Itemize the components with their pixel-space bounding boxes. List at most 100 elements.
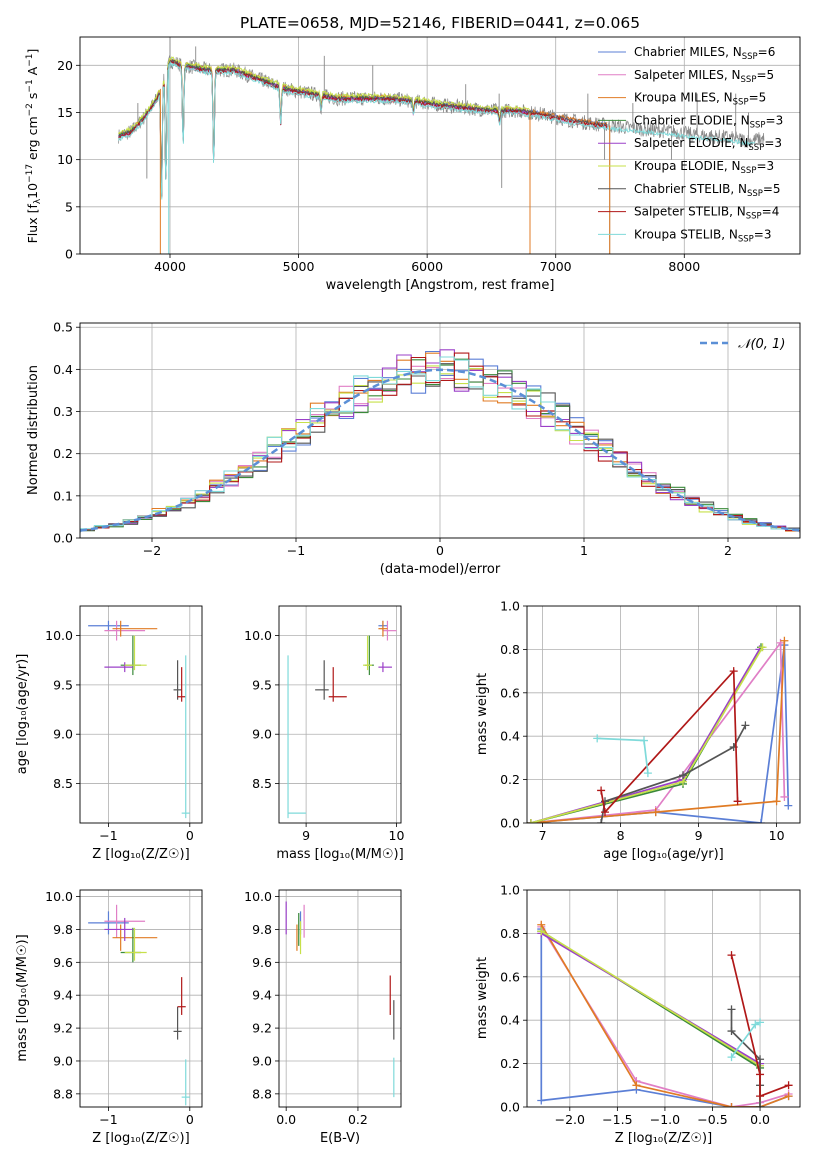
legend-sub: SSP [733, 98, 749, 108]
plot-area [527, 890, 800, 1107]
plot-area [80, 37, 800, 254]
legend-entry: Chabrier MILES, NSSP=6 [634, 45, 775, 62]
y-tick-label: 9.2 [53, 1021, 73, 1036]
y-axis-label: mass weight [475, 957, 490, 1039]
weight-marker-salpeter_stelib [756, 1092, 765, 1101]
y-label-part: erg cm [25, 116, 40, 164]
y-tick-label: 5 [65, 199, 73, 214]
y-tick-label: 10.0 [45, 628, 73, 643]
legend-tail: =3 [756, 159, 774, 173]
x-axis-label: E(B-V) [320, 1131, 360, 1146]
weight-marker-kroupa_miles [651, 808, 660, 817]
weight-marker-kroupa_miles [772, 797, 781, 806]
plot-area [527, 606, 800, 823]
panel-weight_vs_Z: −2.0 −1.5 −1.0 −0.5 0.0 0.0 0.2 0.4 0.6 0.8 1.0 Z [… [475, 883, 801, 1146]
weight-marker-kroupa_stelib [751, 1020, 760, 1029]
y-axis-label: age [log₁₀(age/yr)] [15, 654, 30, 775]
x-tick-label: 10 [769, 828, 785, 843]
x-tick-label: −1 [287, 543, 305, 558]
model-spectrum-chabrier_miles [118, 57, 608, 196]
x-tick-label: 0 [186, 828, 194, 843]
normal-legend-label: 𝒩(0, 1) [738, 337, 785, 352]
y-label-part: s [25, 93, 40, 104]
legend-sub: SSP [742, 52, 758, 62]
weight-line-salpeter_stelib [730, 954, 789, 1098]
legend-entry: Kroupa STELIB, NSSP=3 [634, 227, 772, 244]
panel-residuals: −2 −1 0 1 2 0.0 0.1 0.2 0.3 0.4 0.5 (data-model)/er… [26, 320, 801, 577]
weight-marker-chabrier_miles [537, 1096, 546, 1105]
y-tick-label: 0.1 [53, 488, 73, 503]
y-axis-label: mass [log₁₀(M/M☉)] [15, 934, 30, 1061]
panel-weight_vs_age: 7 8 9 10 0.0 0.2 0.4 0.6 0.8 1.0 age [log₁₀(age/yr… [475, 599, 801, 862]
weight-line-salpeter_miles [540, 926, 789, 1107]
y-tick-label: 0.4 [53, 362, 73, 377]
legend-sub: SSP [741, 166, 757, 176]
y-tick-label: 0.0 [53, 531, 73, 546]
model-spectrum-salpeter_miles [118, 59, 608, 195]
axes-frame [79, 889, 203, 1108]
axes-frame [79, 605, 203, 824]
x-tick-label: 9 [302, 828, 310, 843]
weight-marker-kroupa_stelib [640, 736, 648, 745]
y-label-part: −2 [25, 103, 35, 116]
y-tick-label: 1.0 [500, 599, 520, 614]
panel-age_vs_mass: 9 10 8.5 9.0 9.5 10.0 mass [log₁₀(M/M☉)] [244, 605, 404, 862]
x-tick-label: 9 [695, 828, 703, 843]
axes-frame [79, 322, 801, 539]
y-label-part: 10 [25, 183, 40, 199]
y-tick-label: 8.5 [252, 776, 272, 791]
weight-marker-chabrier_stelib [741, 721, 750, 730]
panel-mass_vs_ebv: 0.0 0.2 8.8 9.0 9.2 9.4 9.6 9.8 10.0 E(B-V) [244, 889, 402, 1146]
panel-age_vs_Z: −1 0 8.5 9.0 9.5 10.0 Z [log₁₀(Z/Z☉)] age [log₁… [15, 605, 203, 862]
y-tick-label: 0.2 [500, 1056, 520, 1071]
legend-sub: SSP [746, 212, 762, 222]
y-tick-label: 0.2 [53, 446, 73, 461]
x-axis-label: age [log₁₀(age/yr)] [603, 847, 724, 862]
plot-area [279, 890, 401, 1107]
y-tick-label: 9.8 [252, 922, 272, 937]
weight-marker-salpeter_miles [780, 792, 789, 801]
weight-marker-chabrier_stelib [727, 1027, 736, 1036]
legend-text: Kroupa STELIB, N [634, 227, 738, 241]
weight-line-kroupa_elodie [530, 646, 764, 823]
weight-line-chabrier_miles [530, 644, 790, 823]
y-tick-label: 0.0 [500, 1100, 520, 1115]
x-tick-label: −2.0 [555, 1112, 585, 1127]
weight-marker-salpeter_stelib [733, 797, 742, 806]
y-tick-label: 8.8 [252, 1086, 272, 1101]
x-tick-label: 0.2 [348, 1112, 368, 1127]
x-tick-label: 0.0 [276, 1112, 296, 1127]
y-tick-label: 9.2 [252, 1021, 272, 1036]
legend-tail: =4 [762, 205, 780, 219]
y-label-part: Flux [f [25, 204, 40, 244]
x-tick-label: 6000 [411, 259, 443, 274]
legend-sub: SSP [738, 234, 754, 244]
axes-frame [526, 605, 801, 824]
x-tick-label: 8000 [668, 259, 700, 274]
legend-sub: SSP [741, 75, 757, 85]
y-tick-label: 9.0 [53, 727, 73, 742]
x-tick-label: 0.0 [750, 1112, 770, 1127]
y-tick-label: 10.0 [244, 628, 272, 643]
x-tick-label: 0 [436, 543, 444, 558]
weight-marker-salpeter_stelib [597, 786, 606, 795]
y-tick-label: 9.4 [53, 988, 73, 1003]
weight-marker-kroupa_stelib [756, 1018, 765, 1027]
x-tick-label: −1 [99, 828, 117, 843]
y-tick-label: 10 [57, 152, 73, 167]
y-tick-label: 0.8 [500, 642, 520, 657]
x-tick-label: 0 [186, 1112, 194, 1127]
y-tick-label: 9.4 [252, 988, 272, 1003]
weight-marker-chabrier_stelib [756, 1103, 765, 1107]
figure-title: PLATE=0658, MJD=52146, FIBERID=0441, z=0… [240, 14, 640, 32]
y-tick-label: 9.8 [53, 922, 73, 937]
x-tick-label: −1.0 [650, 1112, 680, 1127]
weight-marker-kroupa_miles [632, 1081, 641, 1090]
model-spectrum-kroupa_elodie [118, 56, 531, 191]
weight-marker-salpeter_stelib [727, 951, 736, 960]
y-tick-label: 10.0 [244, 889, 272, 904]
weight-line-kroupa_elodie [540, 930, 761, 1107]
y-tick-label: 9.0 [252, 727, 272, 742]
y-axis-label: Normed distribution [26, 365, 41, 495]
